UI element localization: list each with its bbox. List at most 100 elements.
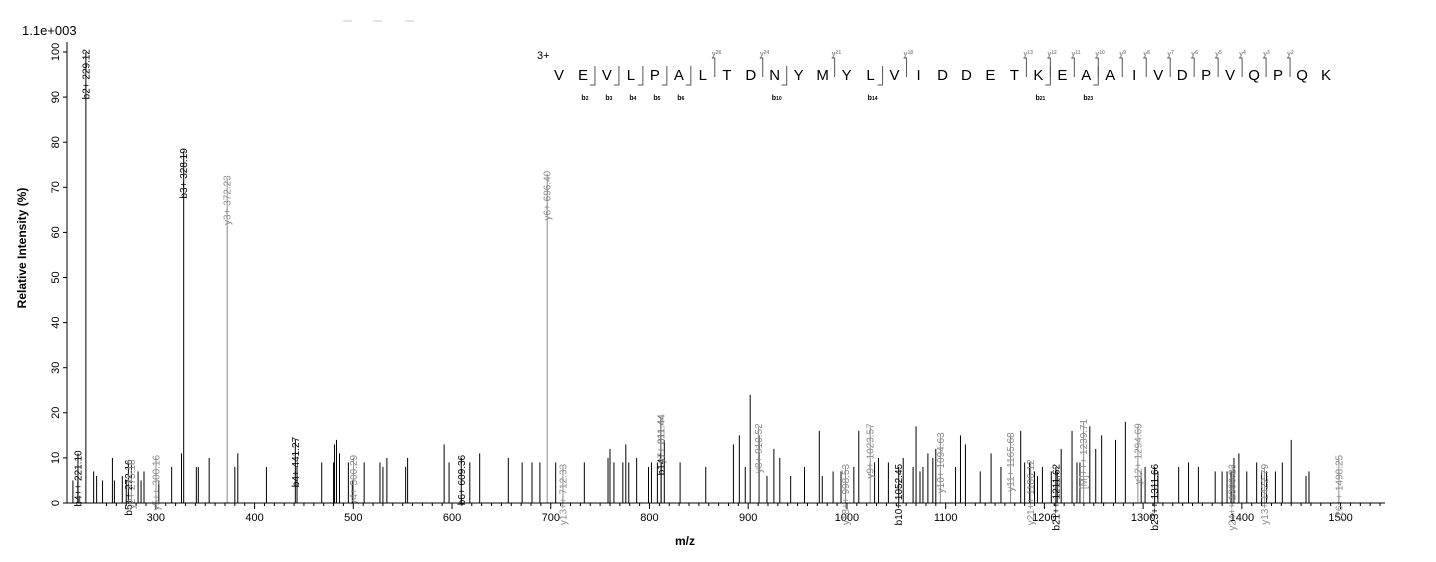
sequence-residue: Q [1248, 67, 1260, 84]
peak-label: [M]+++ 1239.71 [1079, 418, 1090, 489]
y-tick-label: 40 [50, 316, 62, 328]
charge-state-label: 3+ [537, 50, 550, 62]
peak-label: b23++ 1311.66 [1150, 463, 1161, 530]
x-tick-label: 300 [147, 512, 165, 524]
y-tick-label: 50 [50, 271, 62, 283]
peak-label: y10+ 1094.63 [936, 432, 947, 493]
sequence-residue: D [1177, 67, 1188, 84]
y-ion-marker: y21 [832, 50, 842, 58]
y-ion-bracket [759, 57, 764, 77]
y-ion-bracket [903, 57, 908, 77]
b-ion-bracket [661, 66, 668, 86]
sequence-residue: I [1132, 67, 1136, 84]
peak-label: y12+ 1294.69 [1133, 423, 1144, 484]
sequence-residue: T [722, 67, 731, 84]
y-tick-label: 90 [50, 91, 62, 103]
sequence-residue: A [1105, 67, 1115, 84]
y-tick-label: 70 [50, 181, 62, 193]
x-tick-label: 1400 [1230, 512, 1254, 524]
sequence-residue: P [650, 67, 660, 84]
b-ion-marker: b6 [677, 95, 684, 102]
x-tick-label: 600 [443, 512, 461, 524]
sequence-residue: V [554, 67, 564, 84]
b-ion-marker: b23 [1083, 95, 1093, 102]
peak-label: y9+ 1023.57 [866, 423, 877, 479]
peak-label: y26++ 1498.25 [1334, 454, 1345, 521]
y-ion-bracket [1215, 57, 1219, 77]
sequence-residue: M [816, 67, 829, 84]
b-ion-marker: b2 [581, 95, 588, 102]
peak-label: y5++ 300.16 [152, 454, 163, 510]
y-tick-label: 10 [50, 452, 62, 464]
peak-label: b10+ 1052.45 [894, 463, 905, 525]
b-ion-bracket [589, 66, 596, 86]
peak-label: y18++ 998.53 [841, 463, 852, 525]
sequence-residue: E [985, 67, 995, 84]
y-ion-bracket [1023, 57, 1027, 77]
x-tick-label: 400 [245, 512, 263, 524]
peak-label: y6+ 696.40 [543, 170, 554, 220]
spectrum-peaks [72, 52, 1340, 503]
sequence-residue: E [1057, 67, 1067, 84]
sequence-residue: A [674, 67, 684, 84]
x-tick-label: 800 [640, 512, 658, 524]
peak-label: y8+ 910.52 [754, 423, 765, 473]
sequence-residue: L [699, 67, 707, 84]
b-ion-marker: b4 [629, 95, 636, 102]
y-axis-label: Relative Intensity (%) [15, 188, 29, 309]
peak-label: y4+ 500.29 [349, 454, 360, 504]
peak-label: y7+ 811.44 [656, 414, 667, 463]
y-ion-marker: y6 [1191, 50, 1198, 58]
x-tick-label: 500 [344, 512, 362, 524]
x-tick-label: 1000 [835, 512, 859, 524]
peak-label: y21++ 1186.12 [1026, 459, 1037, 525]
y-ion-marker: y5 [1215, 50, 1222, 58]
y-tick-label: 60 [50, 226, 62, 238]
b-ion-bracket [685, 66, 692, 86]
b-ion-bracket [1045, 66, 1051, 86]
y-ion-bracket [1167, 57, 1171, 77]
sequence-residue: Y [794, 67, 804, 84]
peak-label: y11+ 1165.68 [1006, 432, 1017, 492]
sequence-residue: D [937, 67, 948, 84]
sequence-residue: Q [1296, 67, 1308, 84]
b-ion-bracket [781, 66, 788, 86]
sequence-residue: I [916, 67, 920, 84]
y-ion-bracket [1239, 57, 1243, 77]
y-ion-marker: y11 [1071, 50, 1080, 58]
y-ion-marker: y12 [1047, 50, 1057, 58]
sequence-residue: K [1033, 67, 1043, 84]
y-tick-label: 30 [50, 362, 62, 374]
x-tick-label: 1200 [1032, 512, 1056, 524]
y-ion-marker: y18 [904, 50, 914, 58]
sequence-residue: T [1010, 67, 1019, 84]
y-ion-marker: y26 [712, 50, 722, 58]
sequence-residue: P [1201, 67, 1211, 84]
b-ion-marker: b21 [1035, 95, 1045, 102]
b-ion-bracket [637, 66, 644, 86]
y-ion-marker: y13 [1023, 50, 1033, 58]
x-tick-label: 1100 [934, 512, 958, 524]
y-ion-bracket [1119, 57, 1123, 77]
peak-label: y13++ 712.33 [558, 463, 569, 525]
peak-label: b21++ 1211.62 [1051, 463, 1062, 530]
x-tick-label: 700 [542, 512, 560, 524]
y-ion-bracket [1191, 57, 1195, 77]
b-ion-bracket [877, 66, 884, 86]
peak-label: y24++ 1390.23 [1228, 463, 1239, 530]
peak-label: y13+ 1422.79 [1260, 463, 1271, 524]
y-tick-label: 0 [50, 500, 62, 506]
y-ion-bracket [1263, 57, 1267, 77]
sequence-residue: E [578, 67, 588, 84]
intensity-scale-label: 1.1e+003 [22, 23, 77, 38]
sequence-residue: V [1225, 67, 1235, 84]
peak-label: b6+ 609.36 [457, 454, 468, 505]
y-ion-marker: y2 [1287, 50, 1294, 58]
x-tick-label: 1300 [1131, 512, 1155, 524]
x-axis-label: m/z [675, 534, 695, 548]
peak-label: b14++ 811.44 [656, 414, 667, 475]
x-tick-label: 1500 [1328, 512, 1352, 524]
